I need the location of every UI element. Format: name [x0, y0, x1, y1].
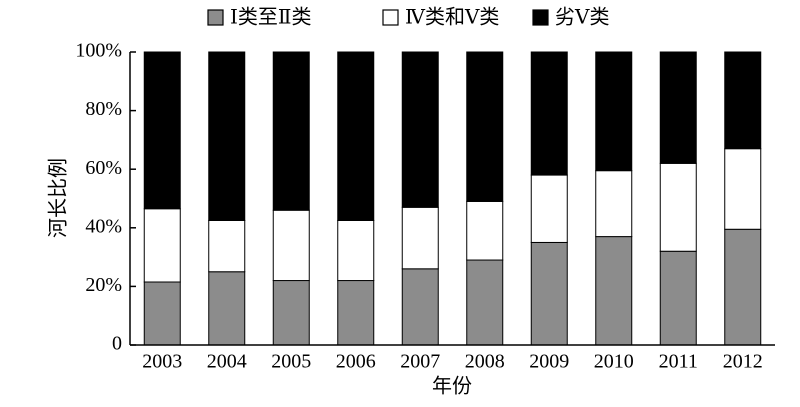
bar-segment — [143, 281, 181, 346]
bar-segment — [724, 51, 762, 150]
bar-segment — [337, 280, 375, 346]
bar-segment — [401, 268, 439, 346]
bar-segment — [143, 208, 181, 283]
bar-segment — [595, 170, 633, 238]
bar-segment — [724, 148, 762, 230]
x-tick-label: 2006 — [336, 351, 376, 373]
x-tick-label: 2010 — [594, 351, 634, 373]
bar-segment — [272, 209, 310, 282]
x-tick-label: 2003 — [142, 351, 182, 373]
bar-segment — [208, 219, 246, 273]
x-tick-label: 2011 — [659, 351, 698, 373]
bar-segment — [272, 280, 310, 346]
bar-segment — [401, 206, 439, 270]
x-tick-label: 2004 — [207, 351, 247, 373]
legend-label: 劣Ⅴ类 — [555, 6, 609, 29]
bar-segment — [466, 51, 504, 202]
x-tick-label: 2007 — [400, 351, 440, 373]
legend-swatch — [207, 9, 224, 26]
legend-label: Ⅳ类和Ⅴ类 — [405, 6, 499, 29]
legend-swatch — [382, 9, 399, 26]
bar-segment — [337, 219, 375, 282]
legend-label: Ⅰ类至Ⅱ类 — [230, 6, 312, 29]
bar-segment — [724, 228, 762, 346]
bar-segment — [530, 51, 568, 176]
x-tick-label: 2005 — [271, 351, 311, 373]
y-tick-label: 60% — [85, 157, 122, 179]
y-axis-label: 河长比例 — [47, 158, 70, 238]
x-tick-label: 2009 — [529, 351, 569, 373]
bar-segment — [659, 51, 697, 164]
bar-segment — [466, 259, 504, 346]
x-tick-label: 2008 — [465, 351, 505, 373]
bar-segment — [530, 241, 568, 346]
bar-segment — [208, 51, 246, 221]
bar-segment — [272, 51, 310, 211]
bar-segment — [659, 162, 697, 252]
y-tick-label: 0 — [112, 333, 122, 355]
bar-segment — [659, 250, 697, 346]
bar-segment — [530, 174, 568, 243]
bar-segment — [337, 51, 375, 221]
bar-segment — [208, 271, 246, 346]
bar-segment — [595, 236, 633, 346]
y-tick-label: 40% — [85, 215, 122, 237]
bar-segment — [401, 51, 439, 208]
y-tick-label: 100% — [75, 40, 122, 62]
legend-swatch — [532, 9, 549, 26]
y-tick-label: 20% — [85, 274, 122, 296]
y-tick-label: 80% — [85, 98, 122, 120]
bar-segment — [143, 51, 181, 210]
bar-segment — [595, 51, 633, 172]
x-axis-label: 年份 — [432, 375, 472, 398]
bar-segment — [466, 200, 504, 261]
x-tick-label: 2012 — [723, 351, 763, 373]
